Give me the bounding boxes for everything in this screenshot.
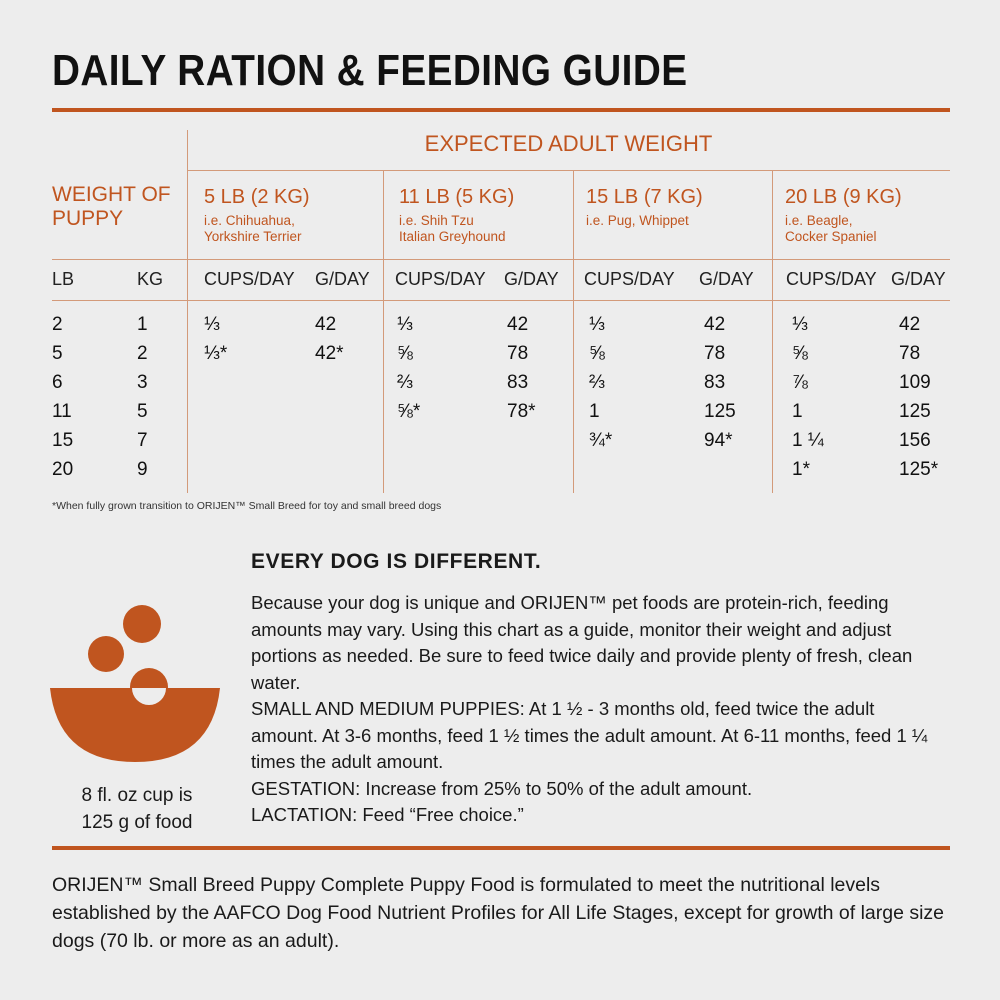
unit-label: LB bbox=[52, 269, 75, 289]
unit-label: G/DAY bbox=[891, 269, 946, 289]
cup-caption: 8 fl. oz cup is 125 g of food bbox=[81, 785, 193, 833]
column-title: 20 LB (9 KG) bbox=[785, 186, 902, 208]
grid-line bbox=[187, 130, 188, 493]
paragraph: GESTATION: Increase from 25% to 50% of t… bbox=[251, 777, 753, 799]
table-cell: ⅓ bbox=[792, 314, 808, 335]
table-cell: 78 bbox=[704, 343, 726, 364]
table-cell: 125* bbox=[899, 459, 939, 480]
grams-column: 42 78 83 125 94* bbox=[704, 310, 736, 455]
table-cell: 15 bbox=[52, 430, 74, 451]
table-cell: 83 bbox=[507, 372, 529, 393]
breed-examples: i.e. Pug, Whippet bbox=[586, 213, 689, 228]
puppy-lb-column: 2 5 6 11 15 20 bbox=[52, 310, 73, 484]
table-cell: 1 bbox=[792, 401, 803, 422]
unit-label: CUPS/DAY bbox=[786, 269, 877, 289]
table-cell: 1 ¼ bbox=[792, 430, 824, 451]
table-cell: 1 bbox=[589, 401, 600, 422]
grid-line bbox=[187, 170, 950, 171]
bottom-divider bbox=[52, 846, 950, 850]
table-cell: 42 bbox=[704, 314, 726, 335]
unit-label: CUPS/DAY bbox=[395, 269, 486, 289]
table-cell: 109 bbox=[899, 372, 931, 393]
table-cell: 1* bbox=[792, 459, 810, 480]
grid-line bbox=[573, 170, 574, 493]
feeding-notes: Because your dog is unique and ORIJEN™ p… bbox=[251, 590, 941, 829]
paragraph: SMALL AND MEDIUM PUPPIES: At 1 ½ - 3 mon… bbox=[251, 698, 928, 772]
table-cell: ⅓ bbox=[589, 314, 605, 335]
table-cell: 1 bbox=[137, 314, 148, 335]
table-cell: 7 bbox=[137, 430, 148, 451]
table-cell: ⅝ bbox=[792, 343, 808, 364]
unit-label: CUPS/DAY bbox=[204, 269, 295, 289]
table-cell: ⅓ bbox=[397, 314, 413, 335]
grid-line bbox=[383, 170, 384, 493]
table-cell: 42* bbox=[315, 343, 344, 364]
table-cell: 42 bbox=[899, 314, 921, 335]
table-cell: 83 bbox=[704, 372, 726, 393]
table-cell: ⅓* bbox=[204, 343, 228, 364]
table-cell: ⅝ bbox=[397, 343, 413, 364]
unit-label: G/DAY bbox=[699, 269, 754, 289]
table-cell: 42 bbox=[315, 314, 337, 335]
table-cell: 42 bbox=[507, 314, 529, 335]
table-cell: ⅞ bbox=[792, 372, 808, 393]
paragraph: Because your dog is unique and ORIJEN™ p… bbox=[251, 592, 913, 693]
page-title: DAILY RATION & FEEDING GUIDE bbox=[52, 46, 688, 95]
unit-label: CUPS/DAY bbox=[584, 269, 675, 289]
grams-column: 42 78 109 125 156 125* bbox=[899, 310, 938, 484]
column-title: 11 LB (5 KG) bbox=[399, 186, 515, 208]
table-cell: 2 bbox=[137, 343, 148, 364]
paragraph: LACTATION: Feed “Free choice.” bbox=[251, 804, 524, 825]
weight-of-puppy-header: WEIGHT OF PUPPY bbox=[52, 183, 171, 230]
table-cell: ⅔ bbox=[397, 372, 413, 393]
table-cell: 3 bbox=[137, 372, 148, 393]
unit-label: G/DAY bbox=[504, 269, 559, 289]
table-cell: 78 bbox=[899, 343, 921, 364]
table-cell: 5 bbox=[52, 343, 63, 364]
table-cell: ⅔ bbox=[589, 372, 605, 393]
puppy-kg-column: 1 2 3 5 7 9 bbox=[137, 310, 148, 484]
unit-label: KG bbox=[137, 269, 164, 289]
expected-adult-weight-header: EXPECTED ADULT WEIGHT bbox=[424, 131, 713, 156]
closing-statement: ORIJEN™ Small Breed Puppy Complete Puppy… bbox=[52, 874, 945, 952]
table-cell: ⅝* bbox=[397, 401, 421, 422]
table-cell: 78* bbox=[507, 401, 536, 422]
cups-column: ⅓ ⅝ ⅞ 1 1 ¼ 1* bbox=[792, 310, 824, 484]
section-title: EVERY DOG IS DIFFERENT. bbox=[251, 550, 542, 573]
breed-examples: i.e. Beagle, Cocker Spaniel bbox=[785, 213, 877, 244]
cups-column: ⅓ ⅝ ⅔ 1 ¾* bbox=[589, 310, 612, 455]
table-cell: ⅓ bbox=[204, 314, 220, 335]
table-cell: ¾* bbox=[589, 430, 613, 451]
table-cell: 11 bbox=[52, 401, 72, 422]
bowl-icon bbox=[50, 605, 220, 762]
cups-column: ⅓ ⅝ ⅔ ⅝* bbox=[397, 310, 420, 426]
table-cell: 156 bbox=[899, 430, 931, 451]
table-cell: 6 bbox=[52, 372, 63, 393]
grams-column: 42 42* bbox=[315, 310, 344, 368]
table-cell: ⅝ bbox=[589, 343, 605, 364]
grid-line bbox=[772, 170, 773, 493]
unit-label: G/DAY bbox=[315, 269, 370, 289]
column-title: 15 LB (7 KG) bbox=[586, 186, 703, 208]
table-cell: 125 bbox=[899, 401, 931, 422]
table-footnote: *When fully grown transition to ORIJEN™ … bbox=[52, 500, 442, 512]
cups-column: ⅓ ⅓* bbox=[204, 310, 227, 368]
table-cell: 125 bbox=[704, 401, 736, 422]
top-divider bbox=[52, 108, 950, 112]
table-cell: 2 bbox=[52, 314, 63, 335]
table-cell: 94* bbox=[704, 430, 733, 451]
grid-line bbox=[52, 259, 950, 260]
grams-column: 42 78 83 78* bbox=[507, 310, 536, 426]
column-title: 5 LB (2 KG) bbox=[204, 186, 310, 208]
table-cell: 78 bbox=[507, 343, 529, 364]
table-cell: 20 bbox=[52, 459, 74, 480]
breed-examples: i.e. Shih Tzu Italian Greyhound bbox=[399, 213, 506, 244]
breed-examples: i.e. Chihuahua, Yorkshire Terrier bbox=[204, 213, 302, 244]
table-cell: 5 bbox=[137, 401, 148, 422]
table-cell: 9 bbox=[137, 459, 148, 480]
grid-line bbox=[52, 300, 950, 301]
